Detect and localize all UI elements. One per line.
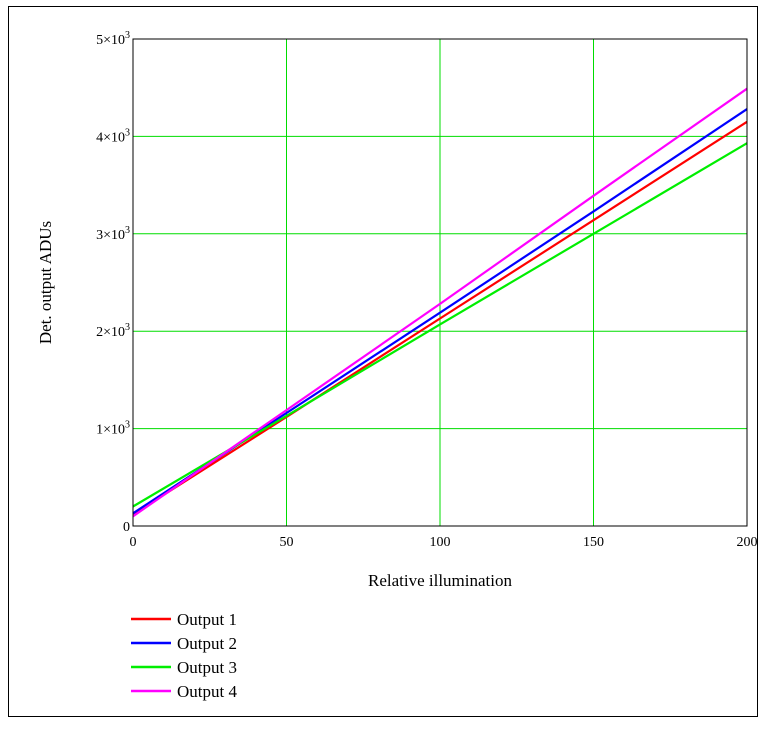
x-tick-labels: 0 50 100 150 200 <box>130 535 758 550</box>
chart-frame: 0 50 100 150 200 0 1×103 2×103 3×103 4×103 5×103 … <box>8 6 758 717</box>
x-tick-label: 100 <box>430 535 451 550</box>
x-axis-title: Relative illumination <box>368 571 513 590</box>
y-axis-title: Det. output ADUs <box>36 221 55 344</box>
y-tick-label: 0 <box>123 520 130 535</box>
legend-label: Output 4 <box>177 682 237 701</box>
series-lines <box>132 87 748 518</box>
line-chart: 0 50 100 150 200 01×1032×1033×1034×1035×103 … <box>36 30 758 701</box>
x-tick-label: 50 <box>280 535 294 550</box>
legend-label: Output 3 <box>177 658 237 677</box>
x-tick-label: 200 <box>737 535 758 550</box>
grid <box>133 39 747 526</box>
y-tick-label: 2×103 <box>96 322 130 340</box>
y-tick-labels: 0 1×103 2×103 3×103 4×103 5×103 <box>96 30 130 535</box>
y-tick-label: 1×103 <box>96 420 130 438</box>
y-tick-label: 5×103 <box>96 30 130 48</box>
x-tick-label: 150 <box>583 535 604 550</box>
y-tick-label: 3×103 <box>96 225 130 243</box>
x-tick-label: 0 <box>130 535 137 550</box>
series-line <box>132 120 748 516</box>
series-line <box>132 87 748 518</box>
legend-label: Output 1 <box>177 610 237 629</box>
legend: Output 1 Output 2 Output 3 Output 4 <box>131 610 237 701</box>
y-tick-label: 4×103 <box>96 127 130 145</box>
plot-area-border <box>132 38 748 527</box>
legend-label: Output 2 <box>177 634 237 653</box>
